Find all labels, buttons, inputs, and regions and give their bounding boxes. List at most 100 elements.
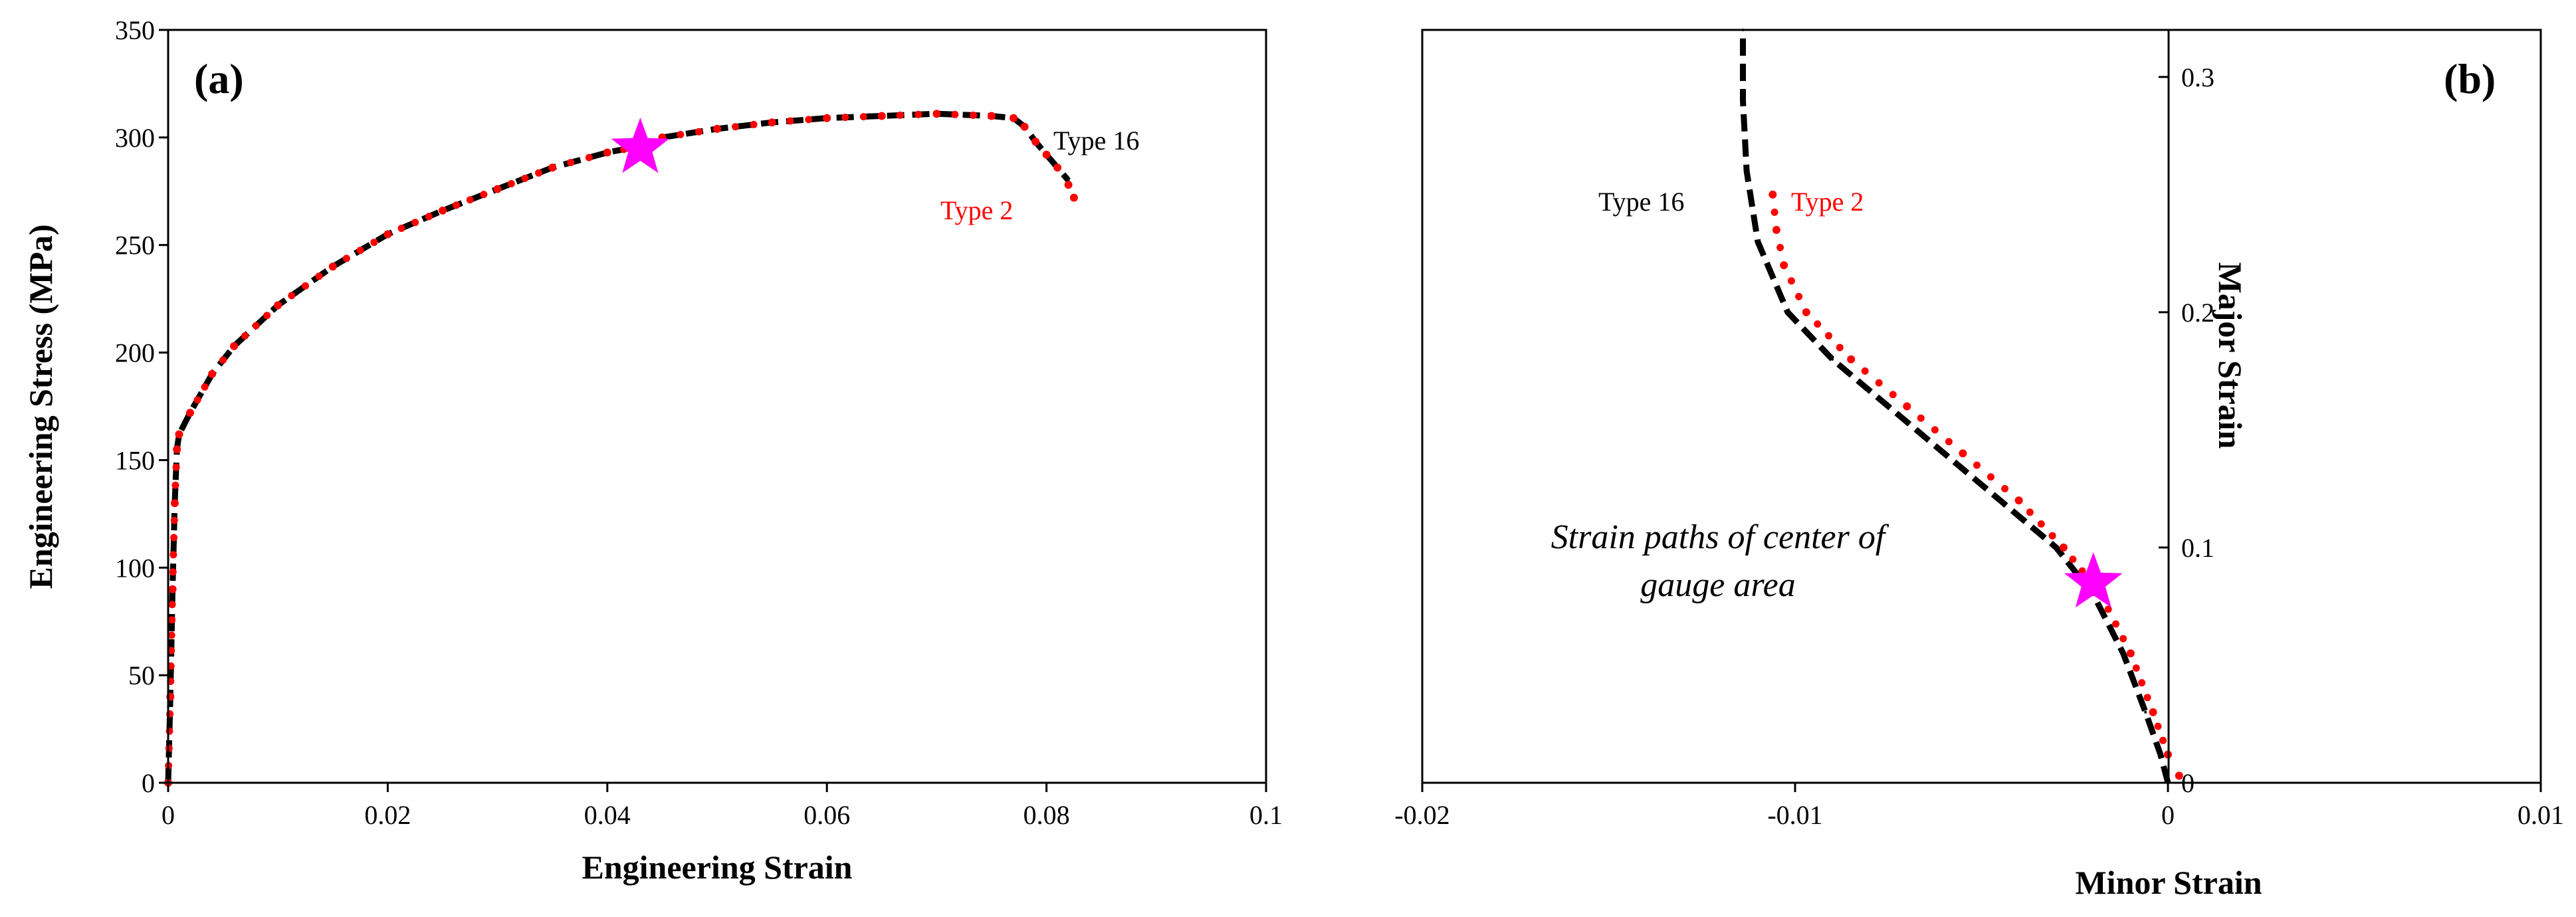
panel-a-type2-label: Type 2 — [940, 195, 1013, 225]
data-point-type-16 — [2144, 710, 2147, 714]
data-point-type-2 — [548, 163, 557, 172]
data-point-type-16 — [2121, 652, 2125, 655]
data-point-type-2 — [493, 185, 502, 193]
series-dot-type-2 — [805, 116, 813, 124]
panel-b-series — [1740, 29, 2183, 784]
panel-a-type16-label: Type 16 — [1053, 126, 1139, 155]
series-dot-type-2 — [1973, 461, 1981, 469]
data-point-type-2 — [1064, 181, 1073, 189]
series-dot-type-2 — [169, 568, 177, 576]
series-dot-type-2 — [315, 272, 323, 280]
data-point-type-2 — [1031, 138, 1040, 146]
series-dot-type-2 — [585, 153, 593, 161]
series-dot-type-2 — [425, 213, 433, 221]
series-dot-type-2 — [201, 383, 209, 391]
series-dot-type-2 — [453, 201, 461, 209]
series-dot-type-2 — [786, 117, 794, 125]
series-dot-type-2 — [1931, 426, 1939, 434]
panel-a-x-axis-title: Engineering Strain — [582, 849, 853, 886]
x-tick-label: 0.04 — [584, 800, 631, 830]
series-dot-type-2 — [193, 396, 201, 404]
series-dot-type-2 — [370, 239, 378, 247]
series-dot-type-2 — [567, 159, 575, 167]
x-tick-label: 0.02 — [364, 800, 411, 830]
panel-b-letter: (b) — [2444, 55, 2496, 102]
data-point-type-2 — [2149, 708, 2157, 716]
series-dot-type-2 — [1987, 473, 1994, 481]
series-dot-type-2 — [1875, 379, 1883, 387]
series-dot-type-2 — [914, 110, 922, 118]
star-marker — [2064, 552, 2123, 608]
series-dot-type-2 — [750, 120, 758, 128]
data-point-type-16 — [1786, 310, 1789, 314]
series-dot-type-2 — [165, 727, 173, 735]
data-point-type-2 — [1769, 190, 1777, 199]
data-point-type-16 — [1887, 405, 1890, 408]
data-point-type-2 — [274, 301, 282, 310]
series-dot-type-2 — [1836, 344, 1844, 352]
data-point-type-2 — [877, 112, 886, 120]
data-point-type-2 — [170, 499, 179, 508]
data-point-type-2 — [439, 206, 447, 215]
panel-a-y-ticks: 0 50 100 150 200 250 300 350 — [115, 15, 168, 798]
data-point-type-2 — [1959, 449, 1967, 458]
data-point-type-2 — [1069, 193, 1078, 202]
series-dot-type-2 — [342, 255, 350, 262]
data-point-type-2 — [173, 445, 181, 454]
series-dot-type-2 — [169, 551, 177, 559]
panel-b-y-axis-title: Major Strain — [2212, 262, 2249, 449]
series-dot-type-2 — [1776, 244, 1784, 251]
series-dot-type-2 — [356, 247, 364, 255]
series-dot-type-2 — [466, 196, 474, 204]
x-tick-label: 0.01 — [2518, 800, 2564, 830]
data-point-type-2 — [168, 585, 177, 593]
series-dot-type-2 — [951, 110, 959, 118]
panel-a-y-axis-title: Engineering Stress (MPa) — [22, 224, 59, 589]
data-point-type-2 — [2175, 771, 2183, 780]
panel-b-y-ticks: 0 0.1 0.2 0.3 — [2159, 62, 2214, 798]
panel-b-annotation-line1: Strain paths of center of — [1551, 518, 1889, 556]
series-dot-type-2 — [219, 356, 227, 364]
series-dot-type-2 — [167, 647, 175, 655]
series-dot-type-2 — [2104, 605, 2112, 613]
series-dot-type-2 — [1814, 320, 1822, 328]
series-dot-type-2 — [241, 332, 249, 340]
series-dot-type-2 — [1771, 208, 1778, 216]
series-dot-type-2 — [2001, 484, 2009, 492]
data-point-type-2 — [328, 262, 337, 271]
data-point-type-2 — [1053, 163, 1062, 172]
x-tick-label: 0.08 — [1023, 800, 1070, 830]
series-dot-type-2 — [1795, 292, 1803, 300]
y-tick-label: 0 — [142, 768, 155, 798]
data-point-type-2 — [768, 118, 776, 127]
panel-b-x-axis-title: Minor Strain — [2075, 864, 2262, 901]
y-tick-label: 200 — [115, 338, 155, 368]
series-dot-type-2 — [1889, 391, 1897, 399]
series-dot-type-2 — [2143, 694, 2151, 702]
series-dot-type-2 — [1917, 414, 1925, 422]
y-tick-label: 0 — [2181, 768, 2195, 798]
data-point-type-2 — [932, 110, 941, 118]
data-point-type-16 — [1756, 240, 1759, 243]
y-tick-label: 150 — [115, 445, 155, 475]
series-dot-type-2 — [167, 631, 175, 639]
data-point-type-2 — [713, 124, 721, 133]
series-dot-type-2 — [859, 113, 867, 121]
series-dot-type-2 — [2048, 532, 2056, 540]
data-point-type-2 — [603, 148, 611, 157]
star-marker — [611, 118, 670, 173]
y-tick-label: 250 — [115, 231, 155, 260]
series-dot-type-2 — [168, 616, 176, 624]
series-dot-type-2 — [2112, 620, 2119, 628]
panel-a-star-marker — [611, 118, 670, 173]
data-point-type-2 — [383, 230, 392, 239]
data-point-type-2 — [2059, 543, 2068, 552]
data-point-type-16 — [1741, 99, 1745, 102]
x-tick-label: -0.02 — [1394, 800, 1449, 830]
panel-a-x-ticks: 0 0.02 0.04 0.06 0.08 0.1 — [161, 783, 1283, 830]
series-dot-type-2 — [841, 114, 849, 122]
data-point-type-16 — [1831, 357, 1834, 361]
series-dot-type-2 — [2138, 679, 2146, 686]
series-dot-type-2 — [2069, 556, 2077, 563]
series-dot-type-2 — [2119, 635, 2127, 643]
